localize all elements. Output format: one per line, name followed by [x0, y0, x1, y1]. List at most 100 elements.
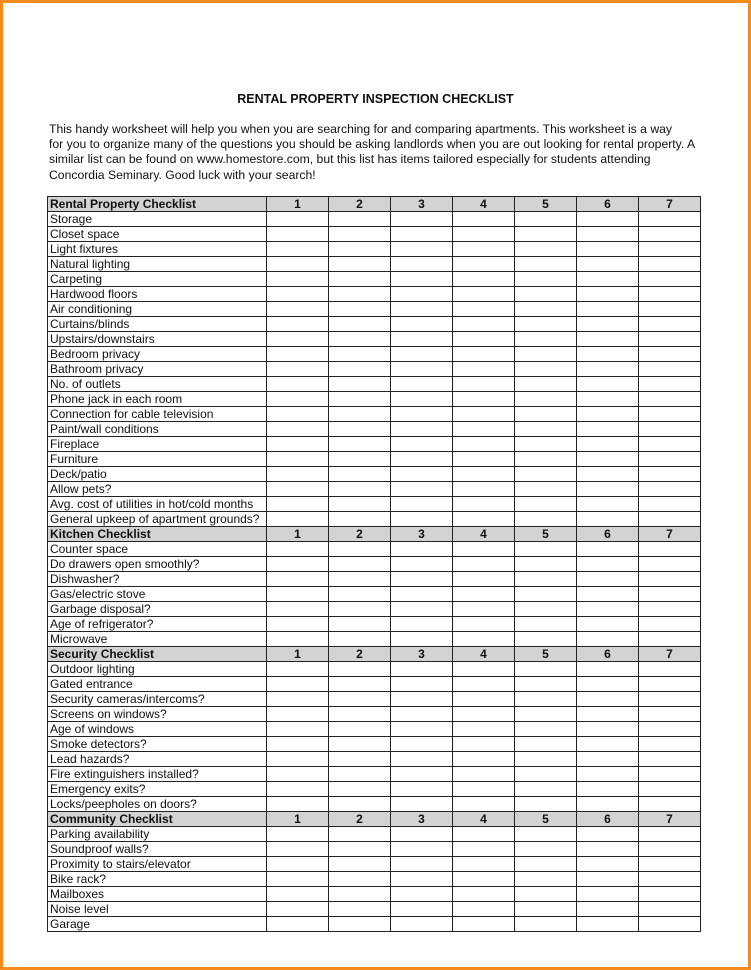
check-cell[interactable]: [328, 691, 391, 707]
check-cell[interactable]: [266, 466, 329, 482]
check-cell[interactable]: [576, 736, 639, 752]
check-cell[interactable]: [390, 421, 453, 437]
check-cell[interactable]: [638, 316, 701, 332]
check-cell[interactable]: [576, 751, 639, 767]
check-cell[interactable]: [390, 331, 453, 347]
check-cell[interactable]: [638, 571, 701, 587]
check-cell[interactable]: [576, 631, 639, 647]
check-cell[interactable]: [266, 916, 329, 932]
check-cell[interactable]: [638, 436, 701, 452]
check-cell[interactable]: [328, 661, 391, 677]
check-cell[interactable]: [514, 256, 577, 272]
check-cell[interactable]: [638, 226, 701, 242]
check-cell[interactable]: [576, 886, 639, 902]
check-cell[interactable]: [638, 691, 701, 707]
check-cell[interactable]: [452, 586, 515, 602]
check-cell[interactable]: [638, 781, 701, 797]
check-cell[interactable]: [452, 601, 515, 617]
check-cell[interactable]: [328, 226, 391, 242]
check-cell[interactable]: [266, 391, 329, 407]
check-cell[interactable]: [638, 406, 701, 422]
check-cell[interactable]: [452, 856, 515, 872]
check-cell[interactable]: [390, 211, 453, 227]
check-cell[interactable]: [328, 541, 391, 557]
check-cell[interactable]: [638, 676, 701, 692]
check-cell[interactable]: [638, 466, 701, 482]
check-cell[interactable]: [452, 571, 515, 587]
check-cell[interactable]: [514, 751, 577, 767]
check-cell[interactable]: [266, 556, 329, 572]
check-cell[interactable]: [576, 706, 639, 722]
check-cell[interactable]: [452, 706, 515, 722]
check-cell[interactable]: [452, 661, 515, 677]
check-cell[interactable]: [638, 631, 701, 647]
check-cell[interactable]: [390, 826, 453, 842]
check-cell[interactable]: [266, 571, 329, 587]
check-cell[interactable]: [576, 691, 639, 707]
check-cell[interactable]: [638, 421, 701, 437]
check-cell[interactable]: [266, 496, 329, 512]
check-cell[interactable]: [328, 856, 391, 872]
check-cell[interactable]: [514, 301, 577, 317]
check-cell[interactable]: [328, 301, 391, 317]
check-cell[interactable]: [576, 406, 639, 422]
check-cell[interactable]: [266, 541, 329, 557]
check-cell[interactable]: [638, 376, 701, 392]
check-cell[interactable]: [638, 661, 701, 677]
check-cell[interactable]: [266, 316, 329, 332]
check-cell[interactable]: [390, 511, 453, 527]
check-cell[interactable]: [576, 361, 639, 377]
check-cell[interactable]: [390, 466, 453, 482]
check-cell[interactable]: [514, 421, 577, 437]
check-cell[interactable]: [514, 676, 577, 692]
check-cell[interactable]: [452, 676, 515, 692]
check-cell[interactable]: [390, 706, 453, 722]
check-cell[interactable]: [638, 601, 701, 617]
check-cell[interactable]: [452, 691, 515, 707]
check-cell[interactable]: [390, 571, 453, 587]
check-cell[interactable]: [452, 211, 515, 227]
check-cell[interactable]: [452, 226, 515, 242]
check-cell[interactable]: [452, 766, 515, 782]
check-cell[interactable]: [328, 916, 391, 932]
check-cell[interactable]: [576, 721, 639, 737]
check-cell[interactable]: [576, 346, 639, 362]
check-cell[interactable]: [390, 286, 453, 302]
check-cell[interactable]: [514, 286, 577, 302]
check-cell[interactable]: [514, 511, 577, 527]
check-cell[interactable]: [638, 331, 701, 347]
check-cell[interactable]: [328, 256, 391, 272]
check-cell[interactable]: [266, 271, 329, 287]
check-cell[interactable]: [514, 376, 577, 392]
check-cell[interactable]: [576, 436, 639, 452]
check-cell[interactable]: [390, 256, 453, 272]
check-cell[interactable]: [576, 316, 639, 332]
check-cell[interactable]: [514, 736, 577, 752]
check-cell[interactable]: [638, 856, 701, 872]
check-cell[interactable]: [328, 736, 391, 752]
check-cell[interactable]: [328, 451, 391, 467]
check-cell[interactable]: [638, 616, 701, 632]
check-cell[interactable]: [452, 496, 515, 512]
check-cell[interactable]: [514, 451, 577, 467]
check-cell[interactable]: [452, 271, 515, 287]
check-cell[interactable]: [328, 571, 391, 587]
check-cell[interactable]: [266, 586, 329, 602]
check-cell[interactable]: [390, 901, 453, 917]
check-cell[interactable]: [328, 871, 391, 887]
check-cell[interactable]: [576, 586, 639, 602]
check-cell[interactable]: [514, 781, 577, 797]
check-cell[interactable]: [576, 286, 639, 302]
check-cell[interactable]: [452, 481, 515, 497]
check-cell[interactable]: [266, 886, 329, 902]
check-cell[interactable]: [266, 766, 329, 782]
check-cell[interactable]: [328, 511, 391, 527]
check-cell[interactable]: [452, 346, 515, 362]
check-cell[interactable]: [514, 916, 577, 932]
check-cell[interactable]: [328, 481, 391, 497]
check-cell[interactable]: [638, 256, 701, 272]
check-cell[interactable]: [390, 301, 453, 317]
check-cell[interactable]: [576, 421, 639, 437]
check-cell[interactable]: [266, 346, 329, 362]
check-cell[interactable]: [576, 871, 639, 887]
